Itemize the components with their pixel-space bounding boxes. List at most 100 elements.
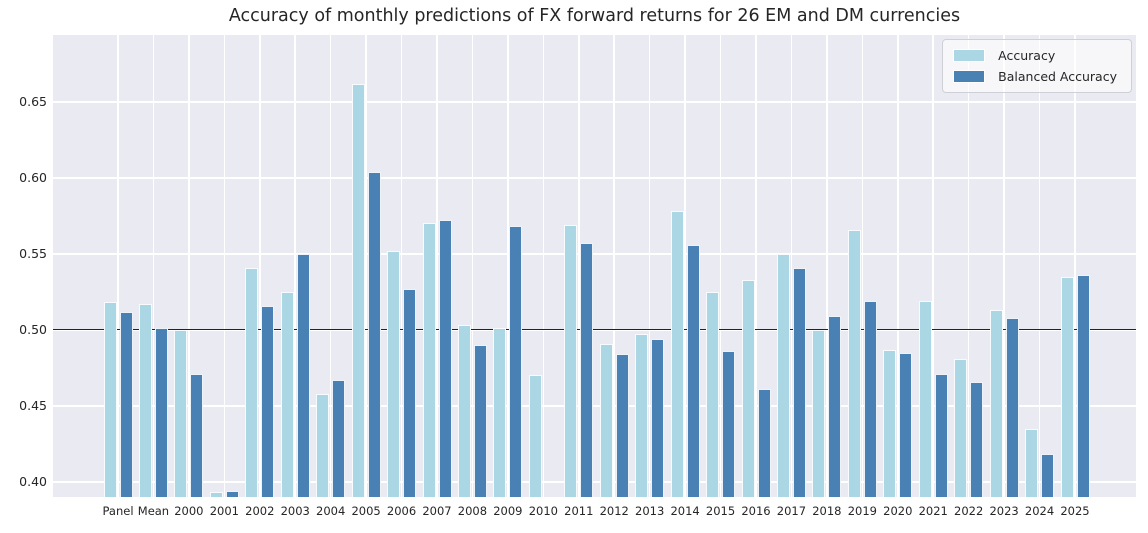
bar-balanced-accuracy-panel	[119, 311, 133, 497]
x-tick-label: Panel	[102, 504, 134, 518]
x-tick-label: 2025	[1060, 504, 1090, 518]
x-tick-label: 2012	[599, 504, 629, 518]
x-tick-label: 2018	[812, 504, 842, 518]
bar-balanced-accuracy-2020	[899, 352, 913, 497]
legend-item-balanced-accuracy: Balanced Accuracy	[953, 69, 1117, 84]
x-tick-label: 2020	[883, 504, 913, 518]
x-tick-label: 2015	[705, 504, 736, 518]
bar-accuracy-2011	[564, 224, 578, 497]
bar-accuracy-2006	[387, 250, 401, 497]
legend-label-balanced-accuracy: Balanced Accuracy	[998, 69, 1117, 84]
gridline-vertical	[613, 35, 616, 497]
x-tick-label: 2007	[422, 504, 452, 518]
legend-label-accuracy: Accuracy	[998, 48, 1056, 63]
bar-accuracy-2010	[528, 375, 542, 497]
gridline-vertical	[719, 35, 722, 497]
bar-balanced-accuracy-2022	[970, 381, 984, 497]
x-tick-label: 2023	[989, 504, 1019, 518]
bar-balanced-accuracy-2018	[828, 316, 842, 497]
bar-accuracy-2024	[1025, 428, 1039, 497]
bar-accuracy-2025	[1060, 276, 1074, 497]
bar-accuracy-2002	[245, 267, 259, 497]
x-tick-label: 2013	[635, 504, 665, 518]
gridline-horizontal	[53, 101, 1136, 103]
gridline-horizontal	[53, 481, 1136, 483]
bar-accuracy-2012	[599, 343, 613, 497]
gridline-vertical	[967, 35, 970, 497]
bar-accuracy-2022	[954, 358, 968, 497]
bar-balanced-accuracy-2021	[934, 373, 948, 497]
x-tick-label: 2014	[670, 504, 700, 518]
bar-accuracy-2007	[422, 223, 436, 497]
gridline-vertical	[1038, 35, 1041, 497]
bar-accuracy-2008	[457, 325, 471, 497]
balanced-accuracy-swatch	[953, 70, 986, 83]
gridline-horizontal	[53, 253, 1136, 255]
bar-balanced-accuracy-mean	[154, 328, 168, 497]
gridline-vertical	[152, 35, 155, 497]
bar-balanced-accuracy-2007	[438, 220, 452, 497]
bar-accuracy-2015	[706, 291, 720, 497]
bar-balanced-accuracy-2016	[757, 389, 771, 497]
bar-accuracy-mean	[138, 303, 152, 497]
bar-balanced-accuracy-2008	[473, 345, 487, 497]
gridline-vertical	[400, 35, 403, 497]
gridline-vertical	[117, 35, 119, 497]
bar-balanced-accuracy-2002	[261, 305, 275, 497]
gridline-vertical	[684, 35, 686, 497]
bar-accuracy-2001	[209, 492, 223, 497]
gridline-vertical	[755, 35, 757, 497]
bar-accuracy-2004	[316, 393, 330, 497]
bar-accuracy-2018	[812, 329, 826, 497]
gridline-vertical	[790, 35, 793, 497]
x-tick-label: 2008	[457, 504, 488, 518]
bar-balanced-accuracy-2011	[580, 243, 594, 497]
gridline-vertical	[932, 35, 935, 497]
gridline-vertical	[896, 35, 899, 497]
x-tick-label: 2017	[776, 504, 807, 518]
bar-balanced-accuracy-2025	[1076, 275, 1090, 497]
x-tick-label: 2001	[209, 504, 239, 518]
y-tick-label: 0.55	[19, 246, 47, 262]
bar-balanced-accuracy-2009	[509, 226, 523, 497]
x-tick-label: 2004	[316, 504, 346, 518]
bar-accuracy-2017	[776, 253, 790, 497]
bar-balanced-accuracy-2014	[686, 244, 700, 497]
y-tick-label: 0.50	[19, 322, 47, 338]
x-tick-label: 2006	[386, 504, 417, 518]
bar-accuracy-2020	[883, 349, 897, 497]
gridline-vertical	[507, 35, 509, 497]
bar-accuracy-2000	[174, 329, 188, 497]
bar-balanced-accuracy-2024	[1041, 454, 1055, 497]
gridline-vertical	[577, 35, 580, 497]
gridline-vertical	[826, 35, 828, 497]
x-tick-label: 2024	[1024, 504, 1055, 518]
bar-accuracy-2014	[670, 211, 684, 497]
bar-balanced-accuracy-2019	[863, 300, 877, 497]
gridline-vertical	[1003, 35, 1005, 497]
legend-item-accuracy: Accuracy	[953, 48, 1117, 63]
chart-title: Accuracy of monthly predictions of FX fo…	[228, 6, 961, 26]
gridline-vertical	[471, 35, 474, 497]
y-tick-label: 0.45	[19, 398, 47, 414]
gridline-vertical	[861, 35, 864, 497]
bar-accuracy-2021	[918, 300, 932, 497]
gridline-vertical	[365, 35, 367, 497]
x-tick-label: 2000	[174, 504, 204, 518]
x-tick-label: 2009	[493, 504, 523, 518]
bar-balanced-accuracy-2001	[225, 490, 239, 497]
gridline-horizontal	[53, 405, 1136, 407]
accuracy-swatch	[953, 49, 986, 62]
bar-balanced-accuracy-2006	[403, 288, 417, 497]
x-tick-label: 2021	[918, 504, 948, 518]
x-tick-label: 2022	[954, 504, 984, 518]
legend: Accuracy Balanced Accuracy	[942, 39, 1132, 93]
bar-accuracy-2019	[847, 229, 861, 497]
x-tick-label: 2010	[528, 504, 558, 518]
bar-balanced-accuracy-2017	[792, 267, 806, 497]
bar-balanced-accuracy-2015	[722, 351, 736, 497]
gridline-vertical	[436, 35, 438, 497]
gridline-vertical	[223, 35, 226, 497]
plot-area	[53, 35, 1136, 497]
